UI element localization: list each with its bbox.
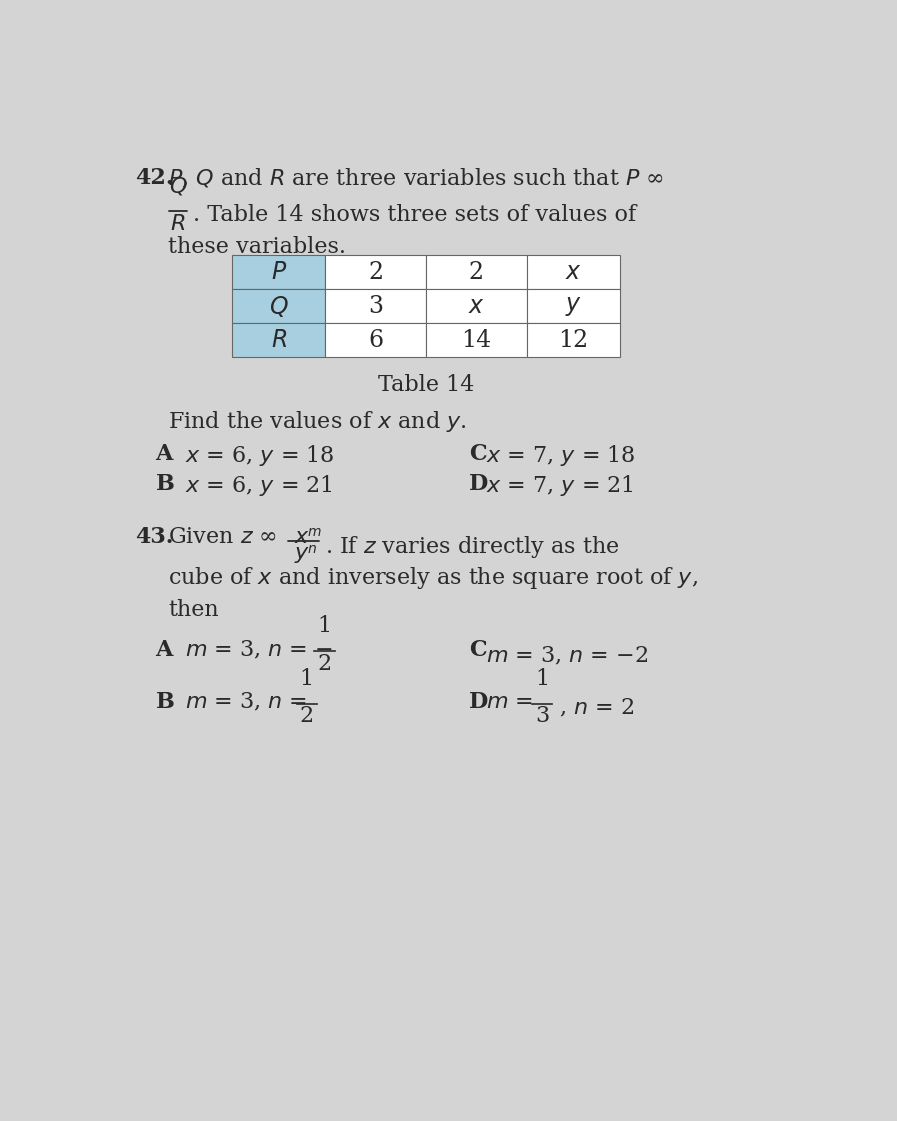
Text: $m$ = 3, $n$ =: $m$ = 3, $n$ =: [185, 692, 309, 713]
Bar: [527, 289, 620, 323]
Text: $R$: $R$: [170, 213, 186, 235]
Bar: [527, 323, 620, 358]
Text: these variables.: these variables.: [168, 237, 346, 258]
Bar: [326, 289, 426, 323]
Bar: [232, 256, 326, 289]
Text: 3: 3: [536, 705, 549, 728]
Bar: [426, 289, 527, 323]
Text: . Table 14 shows three sets of values of: . Table 14 shows three sets of values of: [193, 204, 636, 225]
Text: $P$: $P$: [271, 261, 287, 284]
Text: $x$: $x$: [565, 261, 581, 284]
Text: Given $z$ ∞: Given $z$ ∞: [168, 527, 277, 548]
Text: $m$ = 3, $n$ = −: $m$ = 3, $n$ = −: [185, 639, 333, 661]
Text: then: then: [168, 599, 219, 621]
Bar: [527, 256, 620, 289]
Text: 12: 12: [558, 328, 588, 352]
Text: $m$ =: $m$ =: [485, 692, 536, 713]
Text: A: A: [155, 443, 173, 465]
Text: $Q$: $Q$: [169, 176, 187, 197]
Text: , $n$ = 2: , $n$ = 2: [559, 697, 633, 720]
Text: $P$, $Q$ and $R$ are three variables such that $P$ ∞: $P$, $Q$ and $R$ are three variables suc…: [168, 167, 664, 189]
Text: C: C: [468, 443, 486, 465]
Text: Find the values of $x$ and $y$.: Find the values of $x$ and $y$.: [168, 409, 466, 435]
Text: 1: 1: [318, 615, 332, 638]
Text: $x$: $x$: [468, 295, 484, 317]
Text: $m$: $m$: [307, 525, 321, 539]
Text: $x$: $x$: [294, 527, 310, 548]
Text: . If $z$ varies directly as the: . If $z$ varies directly as the: [326, 534, 620, 560]
Text: 14: 14: [461, 328, 492, 352]
Text: 2: 2: [469, 261, 484, 284]
Text: Table 14: Table 14: [378, 374, 475, 396]
Text: 43.: 43.: [135, 527, 174, 548]
Text: A: A: [155, 639, 173, 661]
Text: $x$ = 7, $y$ = 21: $x$ = 7, $y$ = 21: [485, 473, 633, 498]
Bar: [232, 323, 326, 358]
Text: D: D: [468, 473, 488, 494]
Text: cube of $x$ and inversely as the square root of $y$,: cube of $x$ and inversely as the square …: [168, 565, 698, 591]
Text: $Q$: $Q$: [269, 294, 289, 318]
Text: $y$: $y$: [294, 544, 310, 565]
Text: $n$: $n$: [307, 541, 317, 556]
Text: 2: 2: [300, 705, 314, 728]
Text: 42.: 42.: [135, 167, 174, 188]
Bar: [232, 289, 326, 323]
Text: 1: 1: [300, 668, 314, 689]
Text: B: B: [155, 473, 174, 494]
Text: 2: 2: [318, 652, 332, 675]
Text: $R$: $R$: [271, 328, 287, 352]
Text: 6: 6: [368, 328, 383, 352]
Text: B: B: [155, 692, 174, 713]
Text: C: C: [468, 639, 486, 661]
Bar: [426, 323, 527, 358]
Bar: [426, 256, 527, 289]
Text: 3: 3: [368, 295, 383, 317]
Bar: [326, 256, 426, 289]
Text: $y$: $y$: [565, 295, 581, 317]
Text: 2: 2: [368, 261, 383, 284]
Text: $m$ = 3, $n$ = −2: $m$ = 3, $n$ = −2: [485, 645, 648, 667]
Bar: [326, 323, 426, 358]
Text: $x$ = 6, $y$ = 21: $x$ = 6, $y$ = 21: [185, 473, 333, 498]
Text: $x$ = 6, $y$ = 18: $x$ = 6, $y$ = 18: [185, 443, 335, 469]
Text: D: D: [468, 692, 488, 713]
Text: $x$ = 7, $y$ = 18: $x$ = 7, $y$ = 18: [485, 443, 635, 469]
Text: 1: 1: [536, 668, 549, 689]
